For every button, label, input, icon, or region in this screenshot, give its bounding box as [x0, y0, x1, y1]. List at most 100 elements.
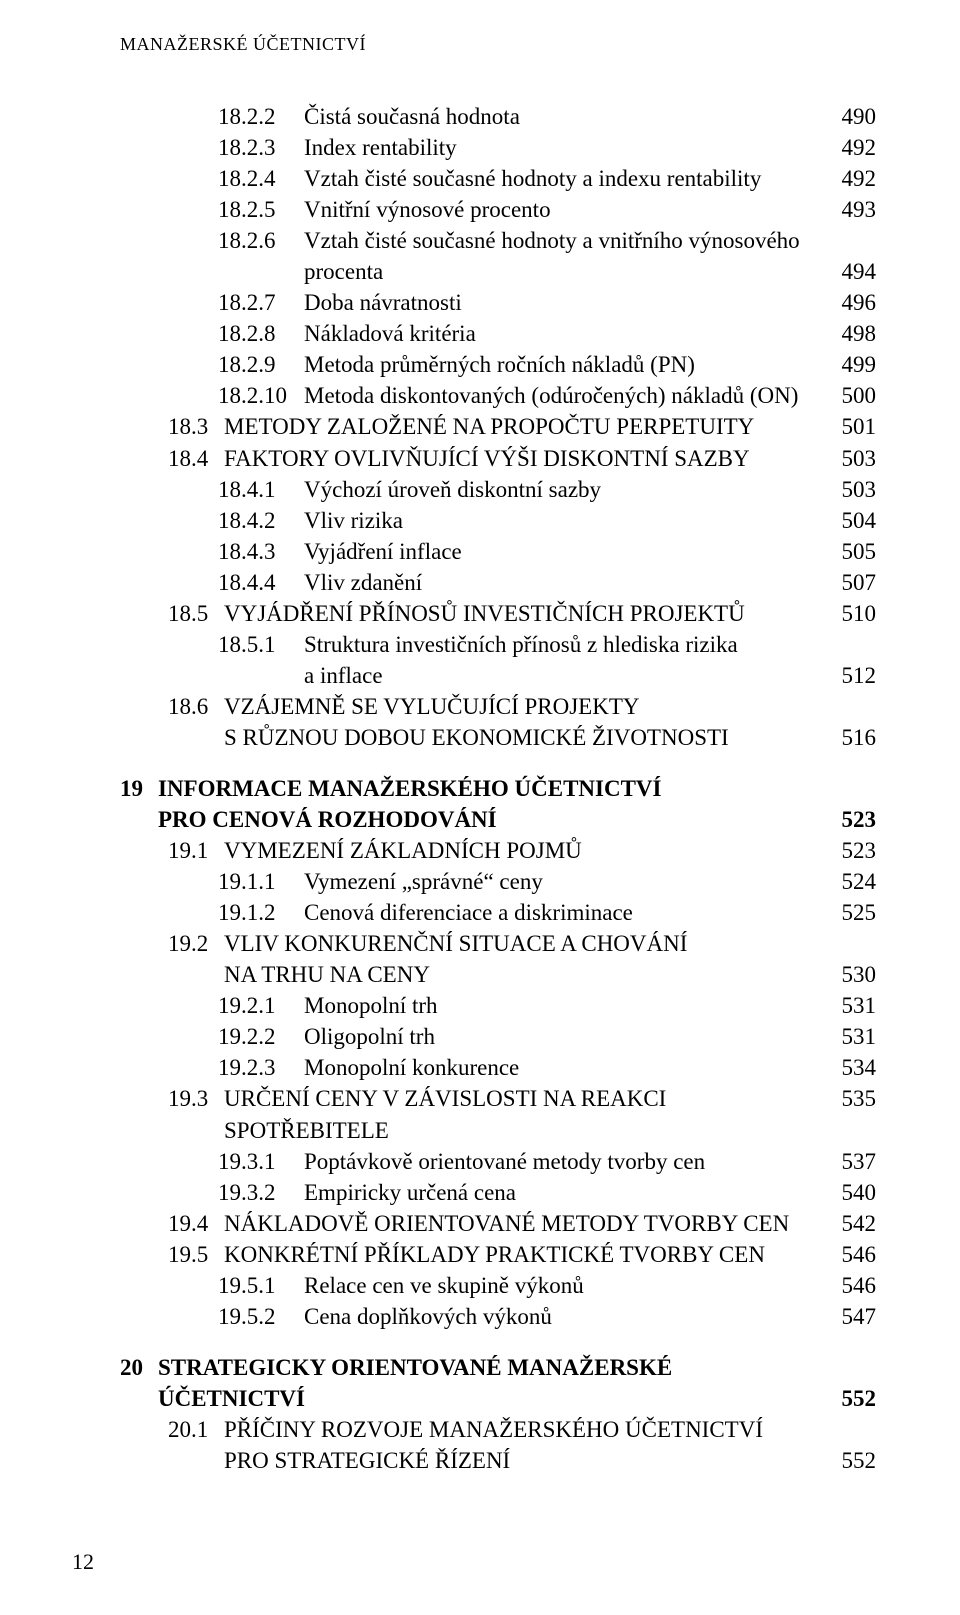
toc-entry: 19.2.2Oligopolní trh531	[120, 1021, 876, 1052]
toc-entry-page: 496	[810, 287, 876, 318]
toc-entry-title: VYJÁDŘENÍ PŘÍNOSŮ INVESTIČNÍCH PROJEKTŮ	[224, 598, 810, 629]
toc-entry-title: Vliv zdanění	[304, 567, 810, 598]
toc-entry-number: 19.2.1	[218, 990, 304, 1021]
toc-entry: 18.5.1Struktura investičních přínosů z h…	[120, 629, 876, 660]
toc-entry: 19.2.1Monopolní trh531	[120, 990, 876, 1021]
toc-entry: 18.2.7Doba návratnosti496	[120, 287, 876, 318]
toc-entry: 18.2.8Nákladová kritéria498	[120, 318, 876, 349]
toc-entry-page: 530	[810, 959, 876, 990]
table-of-contents: 18.2.2Čistá současná hodnota49018.2.3Ind…	[120, 101, 876, 1476]
toc-entry-number: 19.1	[168, 835, 224, 866]
toc-entry-page: 503	[810, 474, 876, 505]
toc-entry-number: 20	[120, 1352, 158, 1383]
toc-entry-page: 516	[810, 722, 876, 753]
toc-entry-title: Čistá současná hodnota	[304, 101, 810, 132]
toc-entry-number: 19.3.2	[218, 1177, 304, 1208]
toc-entry-number: 19	[120, 773, 158, 804]
toc-entry: 19.5.1Relace cen ve skupině výkonů546	[120, 1270, 876, 1301]
toc-entry: S RŮZNOU DOBOU EKONOMICKÉ ŽIVOTNOSTI516	[120, 722, 876, 753]
toc-entry: 19.2VLIV KONKURENČNÍ SITUACE A CHOVÁNÍ	[120, 928, 876, 959]
toc-entry-number: 18.4	[168, 443, 224, 474]
toc-entry-number: 18.6	[168, 691, 224, 722]
toc-entry-number: 19.1.1	[218, 866, 304, 897]
toc-entry: 18.2.10Metoda diskontovaných (odúročenýc…	[120, 380, 876, 411]
toc-entry-page: 490	[810, 101, 876, 132]
toc-entry: 18.4.1Výchozí úroveň diskontní sazby503	[120, 474, 876, 505]
toc-entry-title: Metoda průměrných ročních nákladů (PN)	[304, 349, 810, 380]
toc-entry-number: 18.5	[168, 598, 224, 629]
toc-entry-page: 531	[810, 990, 876, 1021]
toc-entry-page: 540	[810, 1177, 876, 1208]
toc-entry-title: ÚČETNICTVÍ	[158, 1383, 810, 1414]
running-header: MANAŽERSKÉ ÚČETNICTVÍ	[120, 34, 876, 55]
toc-entry-title: Empiricky určená cena	[304, 1177, 810, 1208]
toc-entry-page: 501	[810, 411, 876, 442]
toc-entry: 18.6VZÁJEMNĚ SE VYLUČUJÍCÍ PROJEKTY	[120, 691, 876, 722]
toc-entry-page: 499	[810, 349, 876, 380]
toc-entry-number: 18.2.5	[218, 194, 304, 225]
toc-entry-title: procenta	[304, 256, 810, 287]
toc-entry-title: URČENÍ CENY V ZÁVISLOSTI NA REAKCI SPOTŘ…	[224, 1083, 810, 1145]
toc-entry-page: 505	[810, 536, 876, 567]
page: MANAŽERSKÉ ÚČETNICTVÍ 18.2.2Čistá součas…	[0, 0, 960, 1615]
toc-entry-page: 537	[810, 1146, 876, 1177]
toc-entry-title: Vliv rizika	[304, 505, 810, 536]
toc-entry-title: a inflace	[304, 660, 810, 691]
toc-entry-number: 19.3.1	[218, 1146, 304, 1177]
toc-entry-page: 534	[810, 1052, 876, 1083]
toc-entry-page: 546	[810, 1239, 876, 1270]
toc-entry-page: 523	[810, 835, 876, 866]
toc-entry-title: Nákladová kritéria	[304, 318, 810, 349]
toc-entry: ÚČETNICTVÍ552	[120, 1383, 876, 1414]
toc-entry: NA TRHU NA CENY530	[120, 959, 876, 990]
toc-entry-number: 18.5.1	[218, 629, 304, 660]
toc-entry: 19INFORMACE MANAŽERSKÉHO ÚČETNICTVÍ	[120, 773, 876, 804]
toc-entry-title: INFORMACE MANAŽERSKÉHO ÚČETNICTVÍ	[158, 773, 810, 804]
toc-entry-number: 19.5	[168, 1239, 224, 1270]
toc-entry-page: 546	[810, 1270, 876, 1301]
toc-entry: 19.1.2Cenová diferenciace a diskriminace…	[120, 897, 876, 928]
toc-entry-title: VZÁJEMNĚ SE VYLUČUJÍCÍ PROJEKTY	[224, 691, 810, 722]
toc-entry: 19.5KONKRÉTNÍ PŘÍKLADY PRAKTICKÉ TVORBY …	[120, 1239, 876, 1270]
toc-entry-page: 498	[810, 318, 876, 349]
toc-entry: procenta494	[120, 256, 876, 287]
toc-entry-page: 503	[810, 443, 876, 474]
toc-entry-number: 19.2.2	[218, 1021, 304, 1052]
toc-entry-page: 510	[810, 598, 876, 629]
toc-entry-number: 19.4	[168, 1208, 224, 1239]
toc-entry-number: 18.3	[168, 411, 224, 442]
toc-entry-title: Vztah čisté současné hodnoty a indexu re…	[304, 163, 810, 194]
toc-entry-number: 18.4.4	[218, 567, 304, 598]
toc-entry: 19.2.3Monopolní konkurence534	[120, 1052, 876, 1083]
toc-entry-title: Index rentability	[304, 132, 810, 163]
toc-entry-title: VLIV KONKURENČNÍ SITUACE A CHOVÁNÍ	[224, 928, 810, 959]
toc-entry-title: STRATEGICKY ORIENTOVANÉ MANAŽERSKÉ	[158, 1352, 810, 1383]
toc-entry-title: Oligopolní trh	[304, 1021, 810, 1052]
toc-entry-title: Vztah čisté současné hodnoty a vnitřního…	[304, 225, 810, 256]
toc-entry-number: 18.2.4	[218, 163, 304, 194]
toc-entry-title: Cena doplňkových výkonů	[304, 1301, 810, 1332]
toc-entry-number: 18.2.8	[218, 318, 304, 349]
toc-entry: 18.2.6Vztah čisté současné hodnoty a vni…	[120, 225, 876, 256]
toc-entry-title: NA TRHU NA CENY	[224, 959, 810, 990]
toc-entry-page: 525	[810, 897, 876, 928]
toc-entry: 20STRATEGICKY ORIENTOVANÉ MANAŽERSKÉ	[120, 1352, 876, 1383]
toc-entry-page: 524	[810, 866, 876, 897]
toc-entry-title: METODY ZALOŽENÉ NA PROPOČTU PERPETUITY	[224, 411, 810, 442]
toc-entry-title: VYMEZENÍ ZÁKLADNÍCH POJMŮ	[224, 835, 810, 866]
toc-entry-title: Poptávkově orientované metody tvorby cen	[304, 1146, 810, 1177]
toc-entry: 18.3METODY ZALOŽENÉ NA PROPOČTU PERPETUI…	[120, 411, 876, 442]
toc-entry: a inflace512	[120, 660, 876, 691]
toc-entry-title: S RŮZNOU DOBOU EKONOMICKÉ ŽIVOTNOSTI	[224, 722, 810, 753]
toc-entry-page: 504	[810, 505, 876, 536]
toc-entry-title: Výchozí úroveň diskontní sazby	[304, 474, 810, 505]
toc-entry-number: 19.2.3	[218, 1052, 304, 1083]
toc-entry-number: 19.1.2	[218, 897, 304, 928]
toc-entry-title: FAKTORY OVLIVŇUJÍCÍ VÝŠI DISKONTNÍ SAZBY	[224, 443, 810, 474]
toc-entry: 18.4FAKTORY OVLIVŇUJÍCÍ VÝŠI DISKONTNÍ S…	[120, 443, 876, 474]
toc-entry-page: 531	[810, 1021, 876, 1052]
toc-entry-number: 18.4.2	[218, 505, 304, 536]
toc-entry-title: Struktura investičních přínosů z hledisk…	[304, 629, 810, 660]
section-gap	[120, 1332, 876, 1352]
toc-entry: PRO CENOVÁ ROZHODOVÁNÍ523	[120, 804, 876, 835]
